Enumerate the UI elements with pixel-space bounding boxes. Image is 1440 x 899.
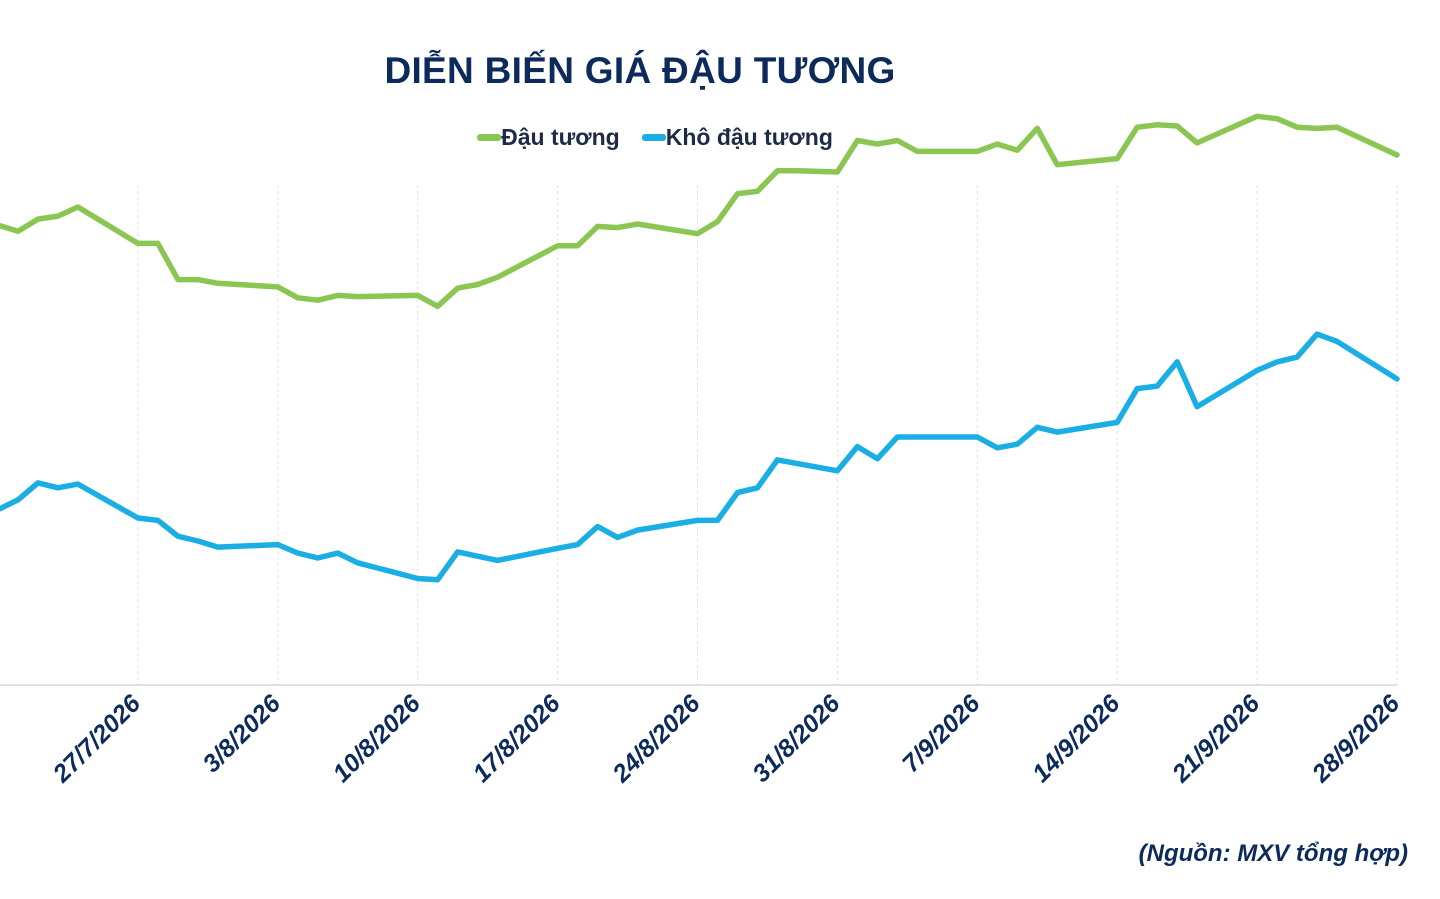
x-tick-label: 28/9/2026 [1306,689,1406,789]
chart-title: DIỄN BIẾN GIÁ ĐẬU TƯƠNG [384,50,896,91]
chart-legend: Đậu tương Khô đậu tương [0,124,1310,151]
legend-swatch-kho-dau-tuong [641,134,666,141]
x-tick-label: 7/9/2026 [897,689,986,778]
series-line-kho-dau-tuong [0,331,1400,583]
legend-item-dau-tuong[interactable]: Đậu tương [477,124,620,151]
legend-label: Khô đậu tương [665,124,833,150]
series-line-dau-tuong [0,113,1400,310]
x-tick-label: 21/9/2026 [1166,689,1266,789]
source-note: (Nguồn: MXV tổng hợp) [1138,840,1408,867]
legend-item-kho-dau-tuong[interactable]: Khô đậu tương [641,124,833,151]
x-tick-label: 20/7/2026 [0,689,7,789]
x-tick-label: 17/8/2026 [467,689,566,788]
x-tick-label: 27/7/2026 [47,689,147,789]
x-tick-label: 24/8/2026 [607,689,707,789]
x-tick-label: 10/8/2026 [328,689,427,788]
x-tick-label: 3/8/2026 [197,689,286,778]
x-tick-label: 31/8/2026 [747,689,846,788]
legend-swatch-dau-tuong [477,134,502,141]
legend-label: Đậu tương [501,124,620,150]
x-tick-label: 14/9/2026 [1027,689,1126,788]
